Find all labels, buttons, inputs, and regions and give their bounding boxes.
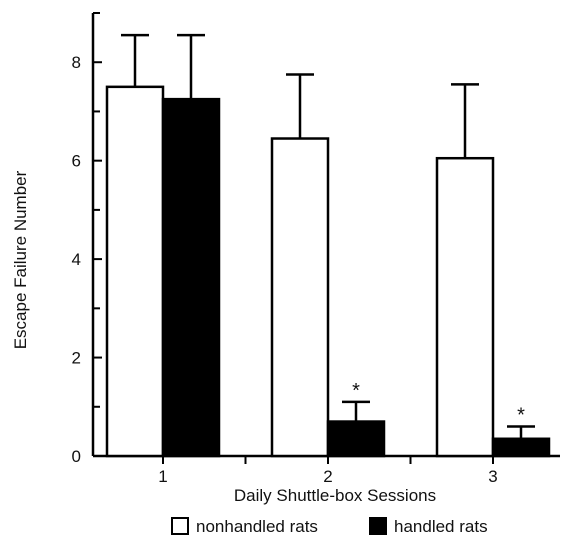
legend-label-handled: handled rats bbox=[394, 517, 488, 536]
y-tick-label: 8 bbox=[72, 53, 81, 72]
legend-swatch-handled bbox=[369, 517, 387, 535]
y-tick-label: 2 bbox=[72, 349, 81, 368]
bar-nonhandled-session-1 bbox=[105, 85, 165, 458]
y-tick-label: 4 bbox=[72, 250, 81, 269]
legend-swatch-nonhandled bbox=[171, 517, 189, 535]
legend: nonhandled rats handled rats bbox=[171, 517, 488, 536]
y-axis-title: Escape Failure Number bbox=[11, 170, 30, 349]
significance-marker: * bbox=[517, 404, 525, 426]
error-bars: ** bbox=[121, 33, 535, 439]
tick-labels: 0 2 4 6 8 1 2 3 bbox=[72, 53, 498, 486]
y-tick-label: 0 bbox=[72, 447, 81, 466]
bar-handled-session-1 bbox=[161, 97, 221, 458]
x-tick-label: 2 bbox=[323, 467, 332, 486]
bars bbox=[105, 85, 551, 458]
x-axis-title: Daily Shuttle-box Sessions bbox=[234, 486, 436, 505]
legend-label-nonhandled: nonhandled rats bbox=[196, 517, 318, 536]
x-tick-label: 1 bbox=[158, 467, 167, 486]
bar-nonhandled-session-2 bbox=[270, 137, 330, 458]
bar-nonhandled-session-3 bbox=[435, 156, 495, 458]
bar-handled-session-2 bbox=[326, 420, 386, 458]
bar-handled-session-3 bbox=[491, 437, 551, 458]
significance-marker: * bbox=[352, 380, 360, 402]
x-tick-label: 3 bbox=[488, 467, 497, 486]
y-tick-label: 6 bbox=[72, 152, 81, 171]
